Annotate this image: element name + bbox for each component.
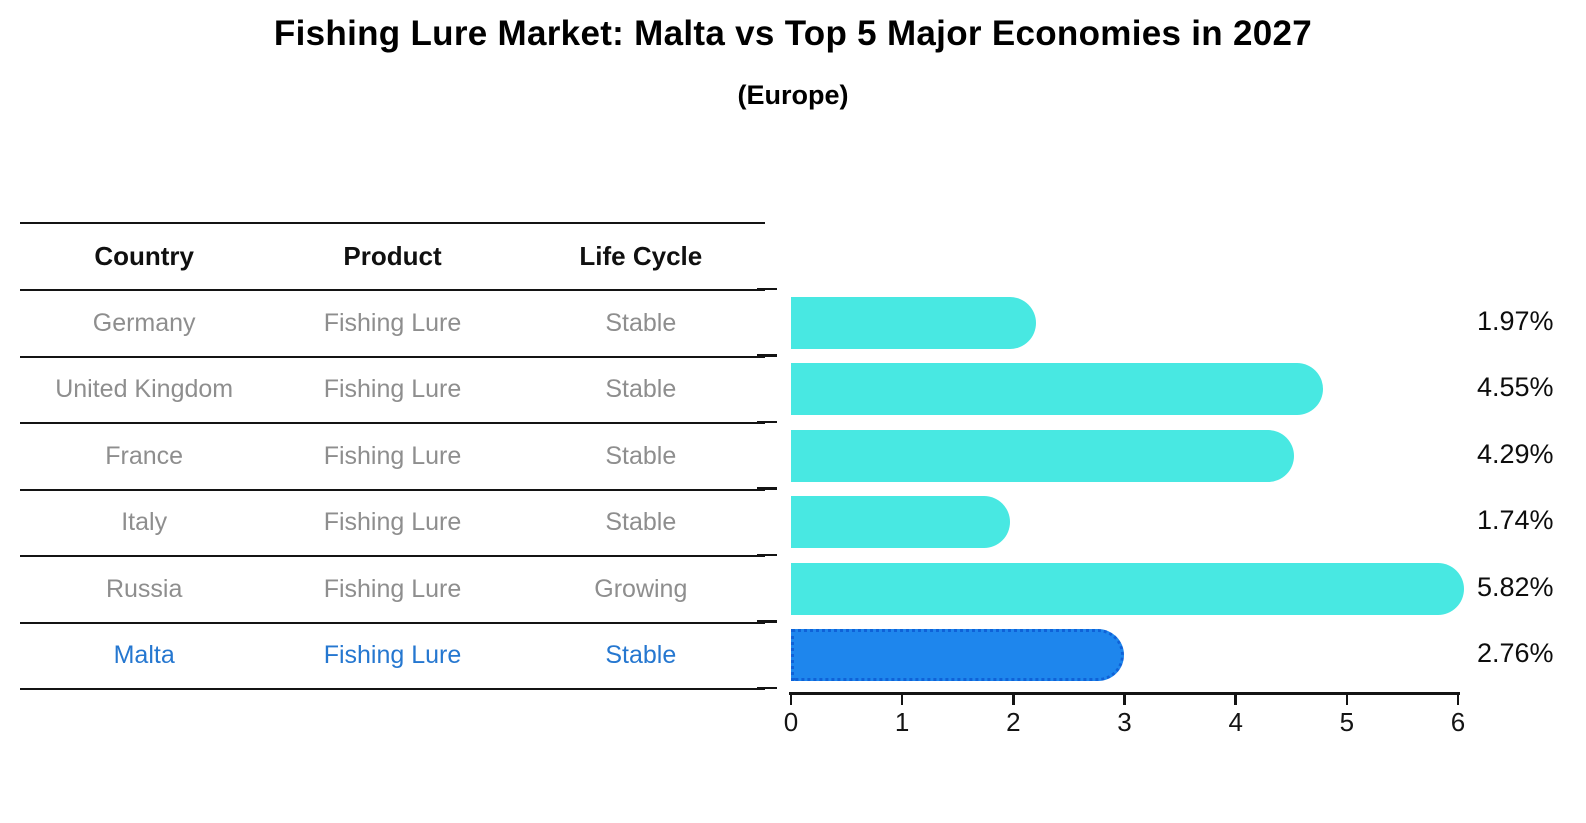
bar-value-label: 4.29% (1477, 438, 1554, 469)
bar-france (791, 429, 1294, 482)
table-cell-country: Germany (92, 308, 196, 337)
bar-malta (791, 629, 1124, 681)
table-cell-life-cycle: Stable (605, 508, 677, 537)
table-header-row: Country Product Life Cycle (20, 224, 765, 291)
y-tick (757, 420, 777, 424)
table-cell-country: France (105, 441, 184, 470)
table-cell-life-cycle: Growing (594, 574, 688, 603)
table-cell-product: Fishing Lure (323, 308, 462, 337)
x-tick-label: 6 (1450, 707, 1466, 737)
y-tick (757, 287, 777, 291)
table-cell-country: Russia (105, 574, 183, 603)
x-tick (1012, 695, 1015, 705)
country-table: Country Product Life Cycle Germany Fishin… (20, 222, 765, 690)
bar-value-label: 5.82% (1477, 571, 1554, 602)
y-tick (757, 686, 777, 690)
table-cell-country: United Kingdom (55, 375, 234, 404)
x-tick-label: 2 (1006, 707, 1021, 737)
table-cell-life-cycle: Stable (605, 375, 677, 404)
column-header-country: Country (94, 241, 194, 271)
table-cell-product: Fishing Lure (323, 375, 462, 404)
x-tick-label: 0 (783, 707, 799, 737)
table-row: France Fishing Lure Stable (20, 424, 765, 491)
x-tick-label: 5 (1339, 707, 1355, 737)
bar-italy (791, 496, 1011, 548)
bar-russia (791, 562, 1464, 615)
column-header-life-cycle: Life Cycle (579, 241, 703, 271)
table-cell-life-cycle: Stable (605, 441, 677, 470)
table-cell-product: Fishing Lure (323, 641, 462, 670)
bar-value-label: 2.76% (1477, 638, 1554, 668)
x-axis-line (789, 692, 1460, 695)
table-cell-country: Malta (113, 641, 175, 670)
table-cell-life-cycle: Stable (605, 308, 677, 337)
table-body: Germany Fishing Lure Stable United Kingdom F… (20, 291, 765, 690)
column-header-product: Product (343, 241, 442, 271)
table-row: Germany Fishing Lure Stable (20, 291, 765, 358)
y-tick (757, 354, 777, 357)
bar-united-kingdom (791, 363, 1323, 415)
table-cell-life-cycle: Stable (605, 641, 677, 670)
x-tick-label: 3 (1117, 707, 1132, 737)
x-tick (900, 695, 904, 705)
x-tick (1123, 695, 1126, 705)
table-cell-product: Fishing Lure (323, 574, 462, 603)
x-tick (1234, 695, 1237, 705)
y-tick (757, 487, 777, 490)
table-row: Malta Fishing Lure Stable (20, 624, 765, 690)
bar-value-label: 1.74% (1477, 505, 1554, 535)
x-tick-label: 1 (894, 707, 910, 737)
chart-subtitle: (Europe) (737, 80, 849, 110)
table-cell-product: Fishing Lure (323, 441, 462, 470)
table-row: Russia Fishing Lure Growing (20, 557, 765, 624)
table-row: United Kingdom Fishing Lure Stable (20, 358, 765, 424)
table-cell-country: Italy (121, 508, 168, 537)
x-tick (1345, 695, 1349, 705)
chart-title: Fishing Lure Market: Malta vs Top 5 Majo… (273, 14, 1313, 53)
bar-germany (791, 296, 1036, 349)
table-row: Italy Fishing Lure Stable (20, 491, 765, 557)
x-tick (1456, 695, 1460, 705)
y-tick (757, 553, 777, 557)
x-tick-label: 4 (1228, 707, 1243, 737)
y-tick (757, 620, 777, 623)
bar-value-label: 4.55% (1477, 372, 1554, 402)
table-cell-product: Fishing Lure (323, 508, 462, 537)
bar-value-label: 1.97% (1477, 305, 1554, 336)
x-tick (789, 695, 793, 705)
